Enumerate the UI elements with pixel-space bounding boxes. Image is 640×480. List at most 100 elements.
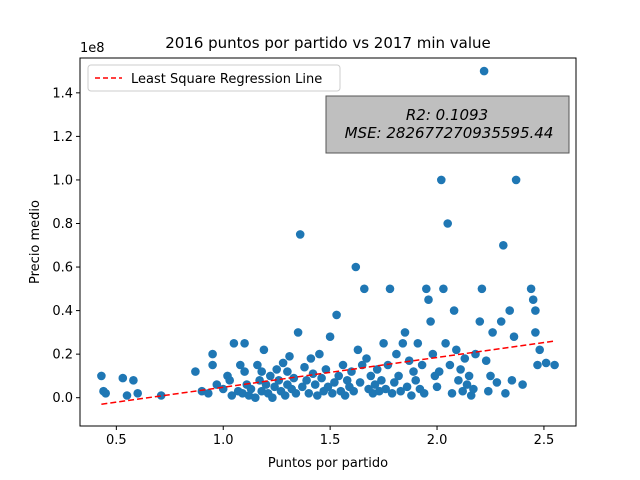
- data-point: [304, 389, 314, 398]
- data-point: [445, 360, 455, 370]
- data-point: [531, 328, 540, 337]
- data-point: [129, 376, 138, 385]
- data-point: [541, 358, 551, 368]
- regression-line: [101, 340, 555, 405]
- data-point: [283, 367, 292, 376]
- data-point: [261, 380, 271, 389]
- x-axis-ticks: 0.5 1.0 1.5 2.0 2.5: [106, 426, 554, 448]
- data-point: [439, 284, 448, 294]
- y-tick-label: 0.0: [52, 391, 73, 406]
- data-point: [409, 367, 418, 376]
- data-point: [293, 328, 303, 337]
- data-point: [240, 367, 249, 376]
- data-point: [479, 66, 489, 76]
- data-point: [462, 380, 472, 389]
- data-point: [325, 332, 335, 342]
- data-point: [349, 386, 359, 396]
- data-point: [227, 391, 237, 400]
- data-point: [266, 371, 275, 381]
- data-point: [342, 376, 352, 385]
- data-points: [97, 66, 559, 403]
- data-point: [385, 284, 395, 294]
- data-point: [274, 376, 284, 385]
- data-point: [332, 310, 341, 320]
- data-point: [133, 389, 142, 398]
- data-point: [101, 389, 110, 398]
- data-point: [317, 373, 326, 383]
- data-point: [452, 345, 461, 355]
- data-point: [360, 284, 369, 294]
- data-point: [340, 391, 350, 400]
- data-point: [447, 389, 457, 398]
- data-point: [240, 339, 249, 348]
- data-point: [437, 175, 446, 185]
- y-axis-ticks: 0.0 0.2 0.4 0.6 0.8 1.0 1.2 1.4: [52, 86, 80, 406]
- y-tick-label: 0.8: [52, 217, 73, 232]
- data-point: [208, 360, 217, 370]
- data-point: [306, 354, 316, 363]
- data-point: [313, 391, 322, 400]
- data-point: [355, 378, 365, 387]
- data-point: [259, 345, 269, 355]
- data-point: [432, 382, 442, 392]
- data-point: [97, 371, 106, 381]
- data-point: [328, 389, 337, 398]
- data-point: [449, 306, 459, 315]
- y-tick-label: 0.6: [52, 261, 73, 276]
- regression-layer: [101, 340, 555, 405]
- data-point: [285, 352, 294, 361]
- data-point: [323, 382, 333, 392]
- data-point: [351, 262, 361, 272]
- legend-entry-regression: Least Square Regression Line: [131, 72, 322, 87]
- data-point: [501, 389, 510, 398]
- data-point: [477, 284, 487, 294]
- y-tick-label: 1.4: [52, 86, 73, 101]
- data-point: [499, 241, 508, 250]
- y-tick-label: 0.2: [52, 348, 73, 363]
- data-point: [302, 376, 311, 385]
- data-point: [156, 391, 166, 400]
- chart-title: 2016 puntos por partido vs 2017 min valu…: [165, 34, 491, 52]
- data-point: [381, 384, 391, 394]
- data-point: [507, 376, 517, 385]
- data-point: [531, 306, 540, 315]
- data-point: [291, 389, 301, 398]
- data-point: [511, 175, 521, 185]
- data-point: [362, 354, 371, 363]
- data-point: [379, 339, 388, 348]
- data-point: [315, 349, 324, 359]
- y-tick-label: 1.0: [52, 173, 73, 188]
- data-point: [268, 393, 277, 403]
- data-point: [488, 328, 497, 337]
- x-tick-label: 2.5: [534, 433, 555, 448]
- data-point: [310, 380, 320, 389]
- data-point: [535, 345, 544, 355]
- data-point: [204, 389, 213, 398]
- x-tick-label: 0.5: [106, 433, 127, 448]
- stats-box: R2: 0.1093 MSE: 282677270935595.44: [325, 95, 570, 154]
- x-tick-label: 1.5: [320, 433, 341, 448]
- data-point: [398, 339, 408, 348]
- data-point: [407, 391, 416, 400]
- data-point: [229, 339, 239, 348]
- data-point: [338, 360, 348, 370]
- data-point: [236, 360, 245, 370]
- data-point: [118, 373, 128, 383]
- data-point: [272, 365, 282, 374]
- data-point: [270, 382, 279, 392]
- stats-background: [325, 95, 570, 154]
- x-axis-label: Puntos por partido: [268, 456, 388, 471]
- data-point: [392, 349, 401, 359]
- data-point: [278, 358, 288, 368]
- data-point: [469, 384, 478, 394]
- data-point: [417, 360, 427, 370]
- legend-box: [87, 64, 341, 92]
- y-tick-label: 0.4: [52, 304, 73, 319]
- data-point: [533, 360, 542, 370]
- data-point: [434, 367, 444, 376]
- data-point: [372, 365, 382, 374]
- data-point: [370, 380, 380, 389]
- data-point: [464, 371, 474, 381]
- data-point: [298, 382, 307, 392]
